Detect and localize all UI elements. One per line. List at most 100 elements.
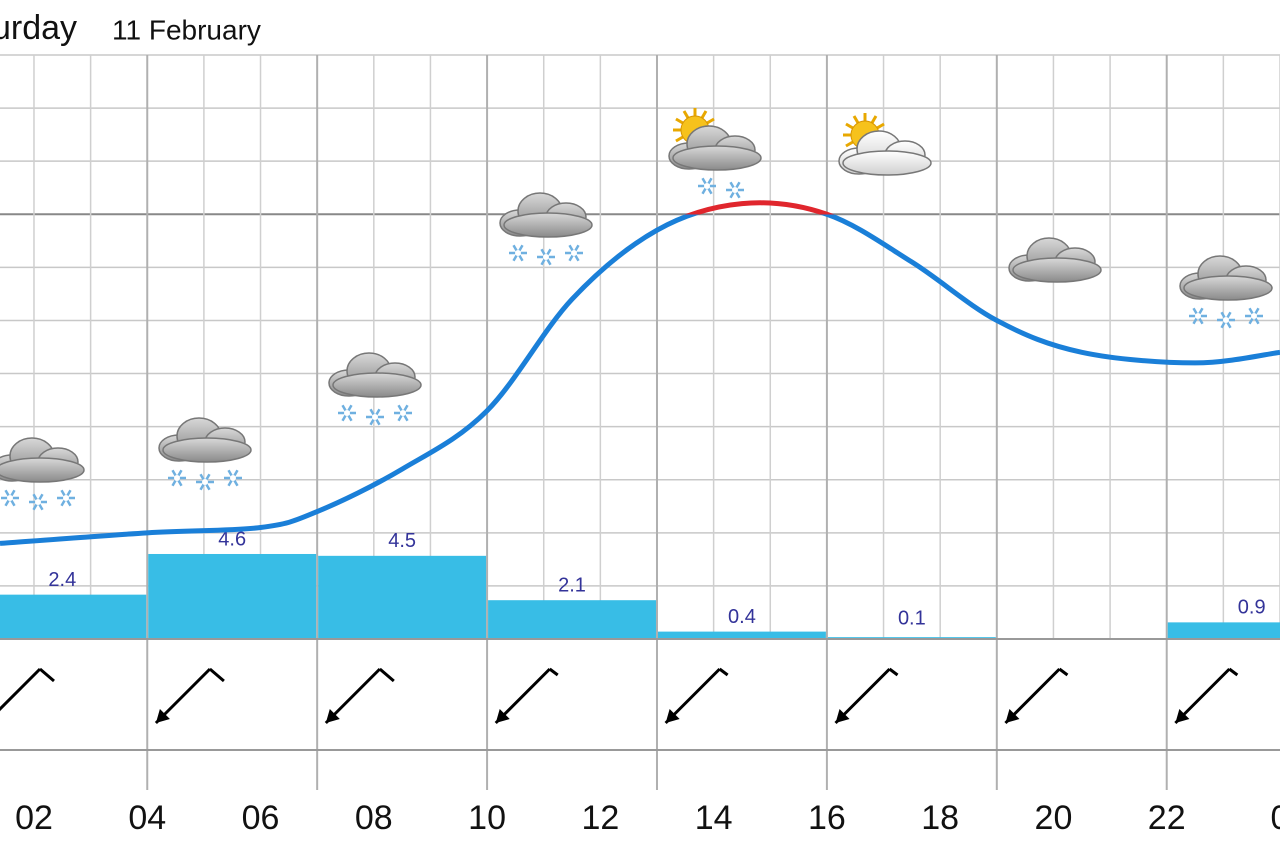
x-tick-label: 20	[1035, 799, 1073, 837]
snow-core	[35, 499, 41, 505]
snowflake	[1245, 307, 1263, 325]
x-tick-label: 14	[695, 799, 733, 837]
wind-arrow	[154, 667, 225, 725]
precip-label: 0.4	[728, 606, 756, 628]
wind-barb	[1228, 667, 1239, 677]
precip-bar	[1167, 622, 1280, 639]
x-tick-label: 0	[1271, 799, 1280, 837]
snowflake	[1189, 307, 1207, 325]
precip-bar	[657, 631, 826, 639]
x-tick-label: 04	[128, 799, 166, 837]
wind-arrow	[834, 667, 899, 725]
x-tick-label: 16	[808, 799, 846, 837]
snow-core	[571, 250, 577, 256]
x-tick-label: 12	[581, 799, 619, 837]
precip-bar	[148, 553, 317, 639]
snowflake	[698, 177, 716, 195]
precip-bar	[488, 600, 656, 639]
snow-core	[1223, 317, 1229, 323]
precip-label: 2.1	[558, 574, 586, 596]
precipitation: 2.4 4.6 4.5 2.1 0.4 0.1 0.9	[0, 528, 1280, 639]
weather-icon	[1179, 255, 1273, 329]
snow-core	[732, 187, 738, 193]
snowflake	[726, 181, 744, 199]
precip-label: 4.5	[388, 530, 416, 552]
wind-arrow	[664, 667, 729, 725]
snow-core	[400, 410, 406, 416]
wind-barb	[378, 667, 395, 683]
precip-label: 0.1	[898, 607, 926, 629]
cloud	[672, 145, 762, 171]
snowflake	[1217, 311, 1235, 329]
wind-head	[495, 709, 510, 723]
snowflake	[366, 408, 384, 426]
cloud	[0, 457, 85, 483]
snowflake	[509, 244, 527, 262]
snow-core	[202, 479, 208, 485]
cloud	[842, 150, 932, 176]
wind-head	[1005, 709, 1020, 723]
wind-head	[665, 709, 680, 723]
snowflake	[1, 489, 19, 507]
snow-core	[230, 475, 236, 481]
x-tick-label: 22	[1148, 799, 1186, 837]
snowflake	[196, 473, 214, 491]
wind-head	[835, 709, 850, 723]
x-tick-label: 02	[15, 799, 53, 837]
wind-arrow	[1004, 667, 1069, 725]
wind-head	[155, 709, 170, 723]
precip-label: 4.6	[218, 528, 246, 550]
wind-barb	[39, 667, 55, 683]
wind-head	[1175, 709, 1190, 723]
precip-bar	[0, 594, 147, 639]
snowflake	[394, 404, 412, 422]
temperature	[0, 200, 1280, 546]
wind-arrow	[0, 667, 55, 712]
cloud	[332, 372, 422, 398]
cloud	[1012, 257, 1102, 283]
precip-label: 0.9	[1238, 597, 1266, 619]
wind-barb	[1058, 667, 1069, 677]
weather-icon	[499, 192, 593, 266]
snowflake	[338, 404, 356, 422]
snow-core	[7, 495, 13, 501]
wind-arrow	[324, 667, 395, 725]
cloud	[162, 437, 252, 463]
wind-panel	[0, 638, 1280, 751]
weather-icon	[1008, 237, 1102, 283]
wind-arrow	[1174, 667, 1239, 725]
wind-barb	[208, 667, 225, 683]
wind-barb	[718, 667, 729, 677]
weather-icon	[668, 108, 762, 199]
wind-shaft	[0, 667, 42, 712]
snow-core	[372, 414, 378, 420]
weather-icon	[838, 113, 932, 176]
x-tick-label: 08	[355, 799, 393, 837]
cloud	[503, 212, 593, 238]
cloud	[1183, 275, 1273, 301]
precip-bar	[318, 555, 487, 639]
chart-subtitle: 11 February	[112, 14, 261, 45]
x-tick-label: 10	[468, 799, 506, 837]
snowflake	[565, 244, 583, 262]
snowflake	[537, 248, 555, 266]
snow-core	[63, 495, 69, 501]
snow-core	[543, 254, 549, 260]
x-tick-label: 06	[242, 799, 280, 837]
snow-core	[1251, 313, 1257, 319]
snow-core	[1195, 313, 1201, 319]
weather-icons	[0, 108, 1273, 511]
snow-core	[344, 410, 350, 416]
wind-barb	[548, 667, 559, 677]
snow-core	[515, 250, 521, 256]
snowflake	[224, 469, 242, 487]
weather-icon	[0, 437, 85, 511]
snow-core	[704, 183, 710, 189]
precip-label: 2.4	[48, 569, 76, 591]
snowflake	[168, 469, 186, 487]
snowflake	[57, 489, 75, 507]
wind-arrow	[494, 667, 559, 725]
weather-icon	[158, 417, 252, 491]
